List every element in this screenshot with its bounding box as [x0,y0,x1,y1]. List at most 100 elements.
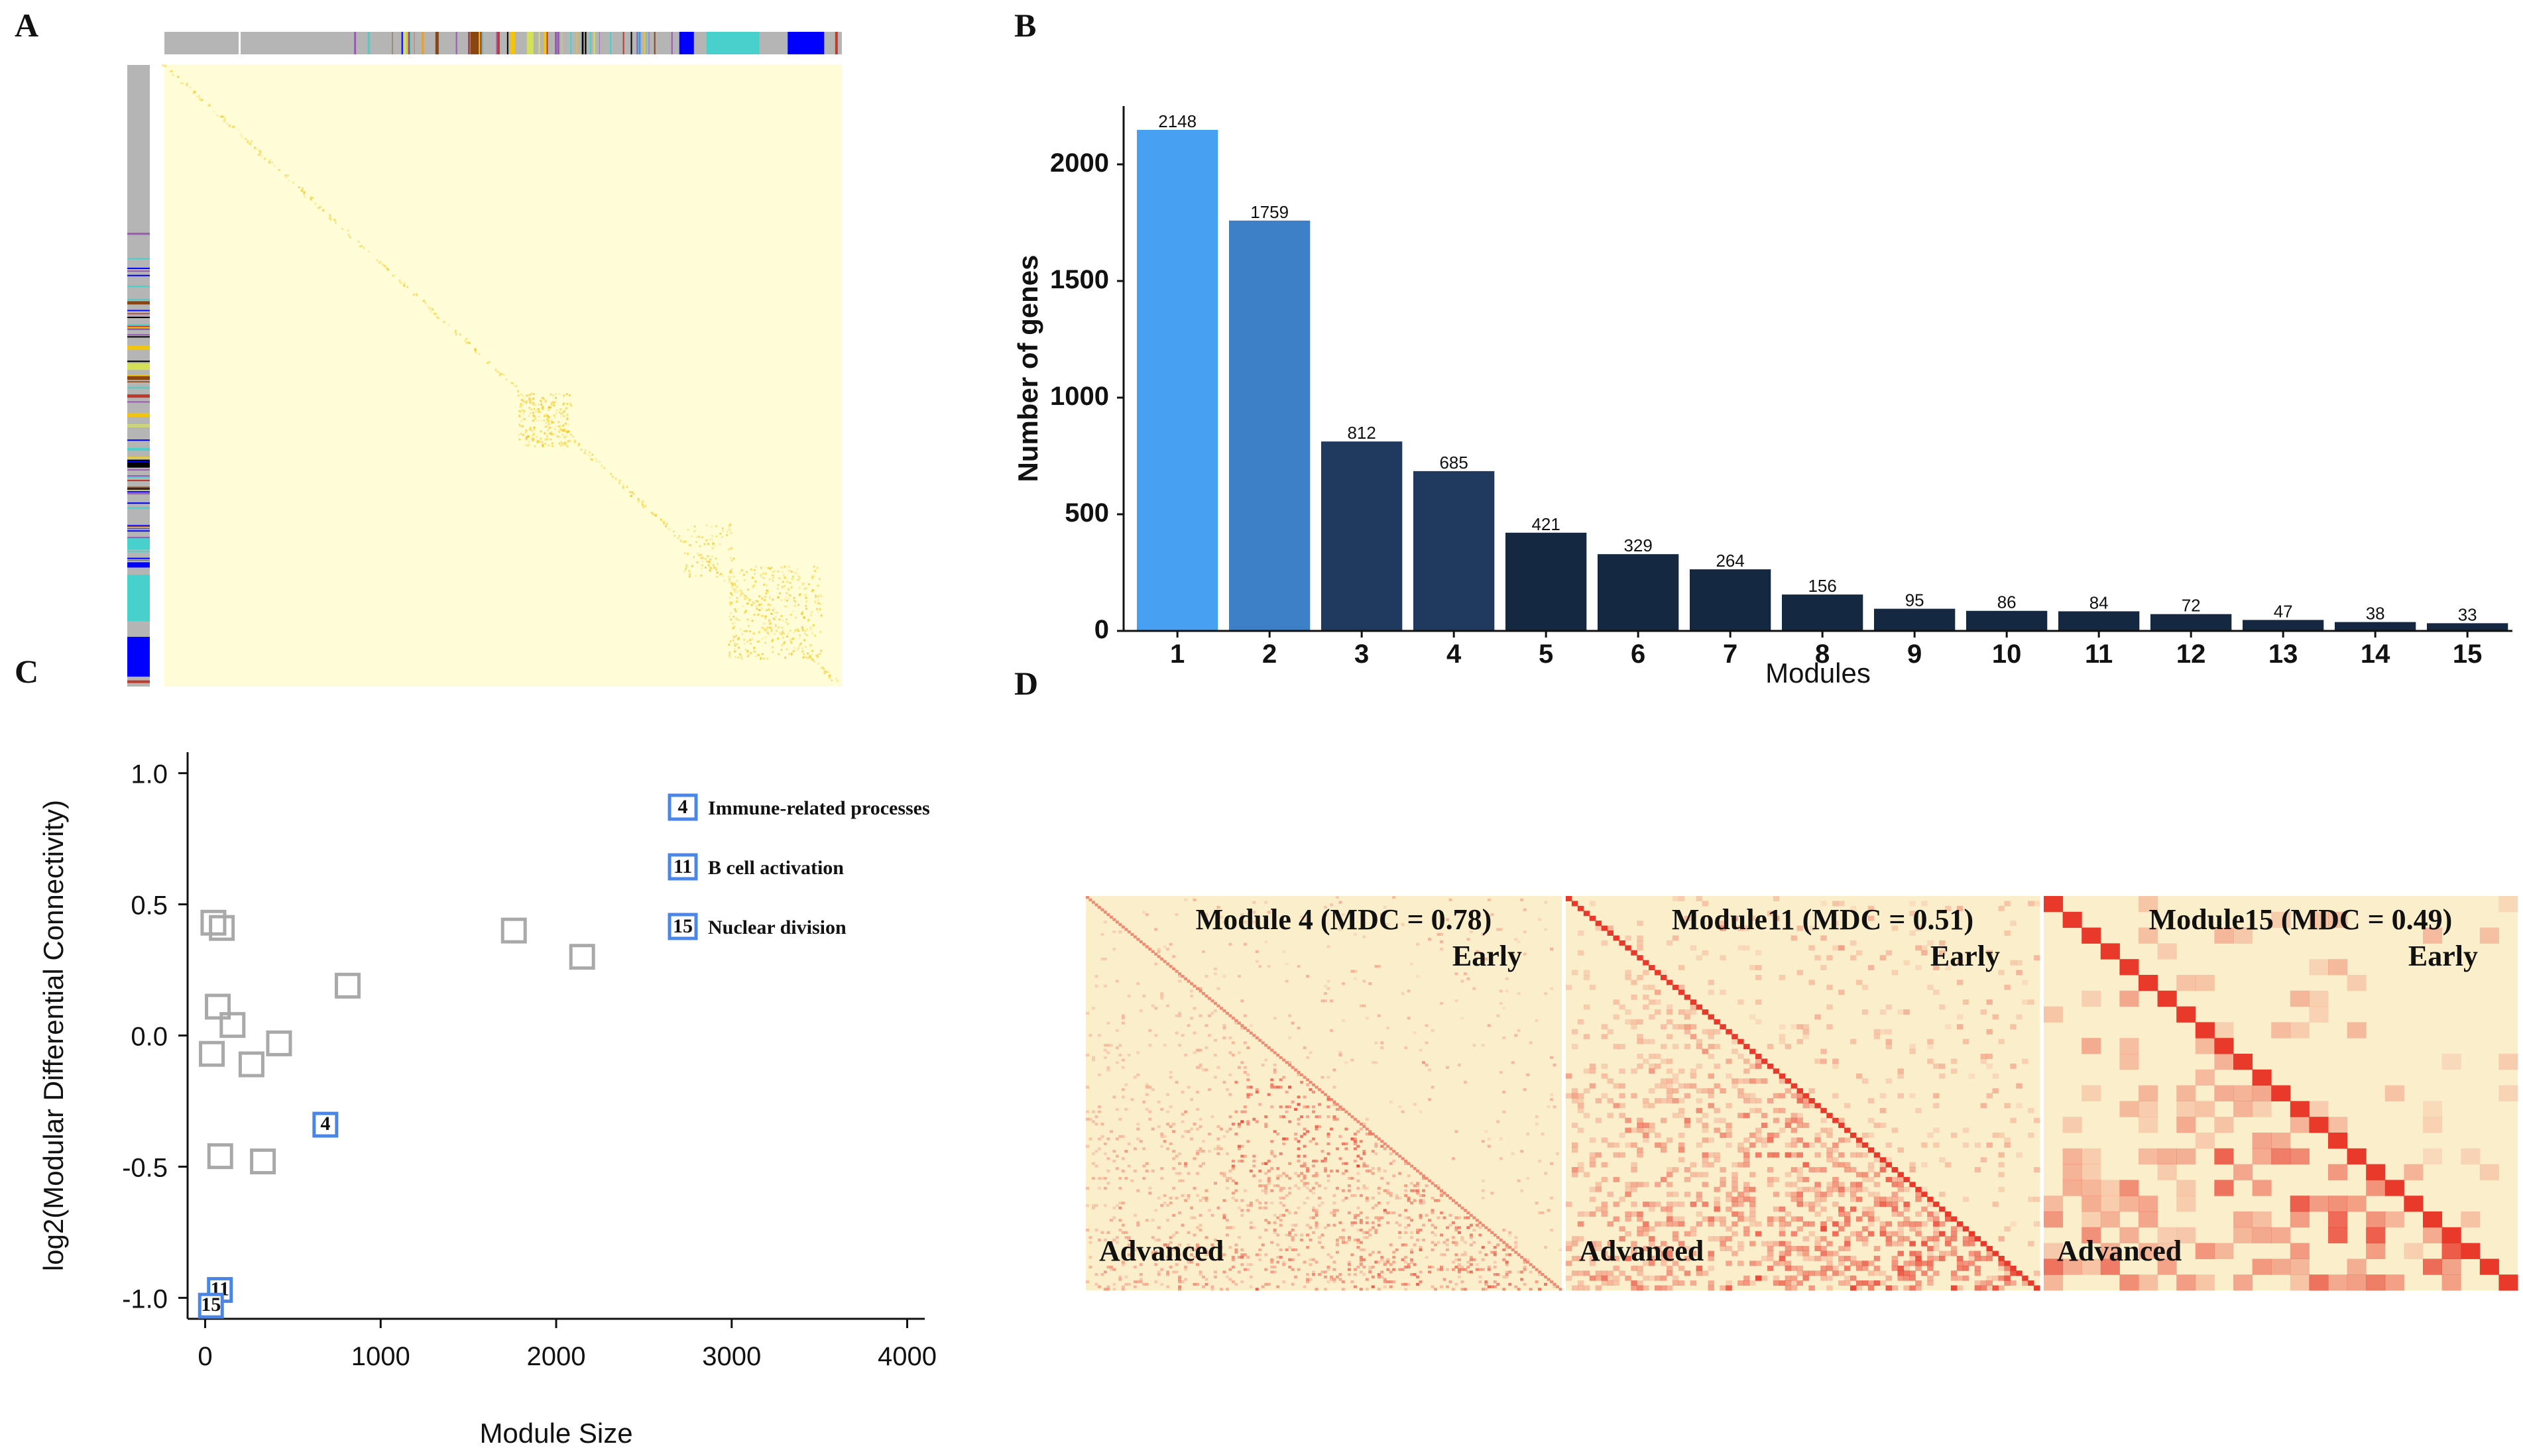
hotspot [562,411,565,414]
lower-cell [1312,1209,1316,1212]
lower-cell [1410,1236,1414,1239]
lower-cell [1193,1007,1197,1010]
upper-cell [2328,911,2348,928]
hotspot [474,347,477,349]
lower-cell [1838,1270,1845,1276]
upper-cell [1273,1017,1277,1020]
lower-cell [1814,1236,1821,1242]
lower-cell [1196,1282,1200,1286]
lower-cell [1359,1194,1363,1198]
upper-cell [2004,1226,2011,1232]
lower-cell [1380,1145,1384,1148]
lower-cell [1228,1093,1232,1096]
upper-cell [1362,935,1366,938]
lower-cell [1743,1186,1750,1192]
color-bar-segment [506,32,508,54]
lower-cell [1891,1255,1898,1261]
hotspot [805,596,807,599]
lower-cell [1472,1241,1476,1244]
lower-cell [1410,1219,1414,1222]
legend-entry-text: Nuclear division [708,917,847,938]
color-bar-segment [127,413,150,418]
upper-cell [2423,1117,2443,1133]
lower-cell [1216,1066,1220,1069]
upper-cell [1487,1137,1491,1141]
hotspot [805,634,808,637]
upper-cell [2479,1164,2499,1180]
upper-cell [1885,1044,1893,1050]
lower-cell [1374,1260,1378,1264]
hotspot [547,420,550,422]
lower-cell [1356,1172,1360,1175]
upper-cell [1267,911,1271,914]
lower-cell [2100,1180,2120,1196]
hotspot [714,567,717,569]
lower-cell [1112,930,1116,934]
scatter-point-label: 15 [201,1294,221,1316]
upper-cell [1885,1004,1893,1010]
lower-cell [1956,1226,1964,1232]
upper-cell [2347,1022,2367,1038]
diagonal-cell [1157,955,1161,958]
lower-cell [1303,1184,1307,1188]
hotspot [544,432,546,435]
lower-cell [1347,1189,1351,1192]
lower-cell [1915,1265,1922,1271]
lower-cell [1962,1260,1969,1266]
lower-cell [1861,1211,1869,1217]
upper-cell [1252,911,1256,914]
lower-cell [1335,1251,1339,1254]
lower-cell [1103,1152,1107,1155]
upper-cell [1264,901,1268,904]
lower-cell [1950,1246,1958,1251]
lower-cell [1151,1253,1155,1257]
diagonal-cell [1463,1209,1467,1212]
hotspot [777,570,780,573]
lower-cell [1666,1251,1673,1257]
upper-cell [1338,1054,1342,1057]
lower-cell [1419,1199,1423,1202]
lower-cell [1749,1260,1756,1266]
hotspot [532,412,534,414]
color-bar-segment [401,32,403,54]
lower-cell [1469,1233,1473,1237]
lower-cell [1463,1268,1467,1271]
upper-cell [1558,1248,1562,1251]
upper-cell [1481,1189,1485,1192]
lower-cell [1121,1231,1125,1234]
upper-cell [1903,1009,1910,1015]
upper-cell [1873,1034,1881,1040]
upper-cell [1755,999,1762,1005]
lower-cell [1204,1282,1208,1286]
color-bar-segment [496,32,498,54]
diagonal-cell [1273,1051,1277,1054]
lower-cell [1790,1192,1798,1198]
hotspot [524,431,527,434]
upper-cell [2022,999,2028,1005]
hotspot [734,642,736,645]
color-bar-segment [491,32,493,54]
lower-cell [1193,1031,1197,1035]
hotspot [721,527,724,530]
hotspot [198,95,200,97]
lower-cell [1496,1272,1500,1276]
lower-cell [1743,1231,1750,1237]
diagonal-cell [2328,1133,2348,1149]
lower-cell [1365,1216,1369,1219]
upper-cell [1992,1202,1999,1207]
lower-cell [1428,1265,1432,1269]
lower-cell [1106,1068,1110,1072]
lower-cell [1416,1192,1420,1195]
scatter-point [266,1030,292,1056]
lower-cell [1106,1231,1110,1234]
upper-cell [1338,1051,1342,1054]
lower-cell [1607,1241,1614,1247]
upper-cell [2004,1226,2011,1232]
lower-cell [1225,1176,1229,1180]
color-bar-segment [127,292,150,294]
lower-cell [1389,1211,1393,1215]
lower-cell [1335,1275,1339,1278]
scatter-point-highlight [312,1111,339,1138]
lower-cell [2347,1274,2367,1291]
lower-cell [1714,1216,1720,1222]
